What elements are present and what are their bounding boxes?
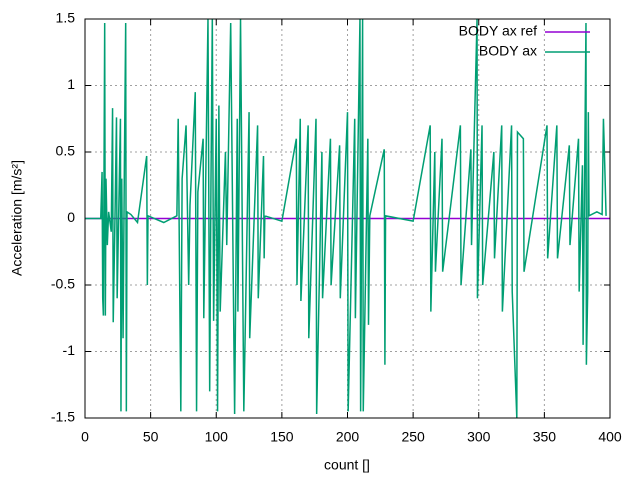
y-tick-label: -0.5 [51,276,75,292]
x-tick-label: 300 [467,429,491,445]
x-axis-label: count [] [324,457,370,473]
y-axis-label: Acceleration [m/s²] [9,160,25,276]
y-tick-label: 1 [67,76,75,92]
x-tick-label: 200 [336,429,360,445]
y-tick-label: 1.5 [56,10,76,26]
x-tick-label: 150 [270,429,294,445]
x-tick-label: 0 [81,429,89,445]
plot-frame [84,18,611,419]
y-tick-label: -1 [63,342,76,358]
x-tick-label: 250 [401,429,425,445]
x-tick-label: 350 [533,429,557,445]
y-tick-label: -1.5 [51,409,75,425]
x-tick-label: 400 [598,429,622,445]
x-tick-label: 100 [205,429,229,445]
legend-label: BODY ax ref [459,23,537,39]
y-tick-label: 0 [67,209,75,225]
x-tick-label: 50 [143,429,159,445]
legend-label: BODY ax [479,43,537,59]
y-tick-label: 0.5 [56,143,76,159]
data-line [85,19,607,418]
